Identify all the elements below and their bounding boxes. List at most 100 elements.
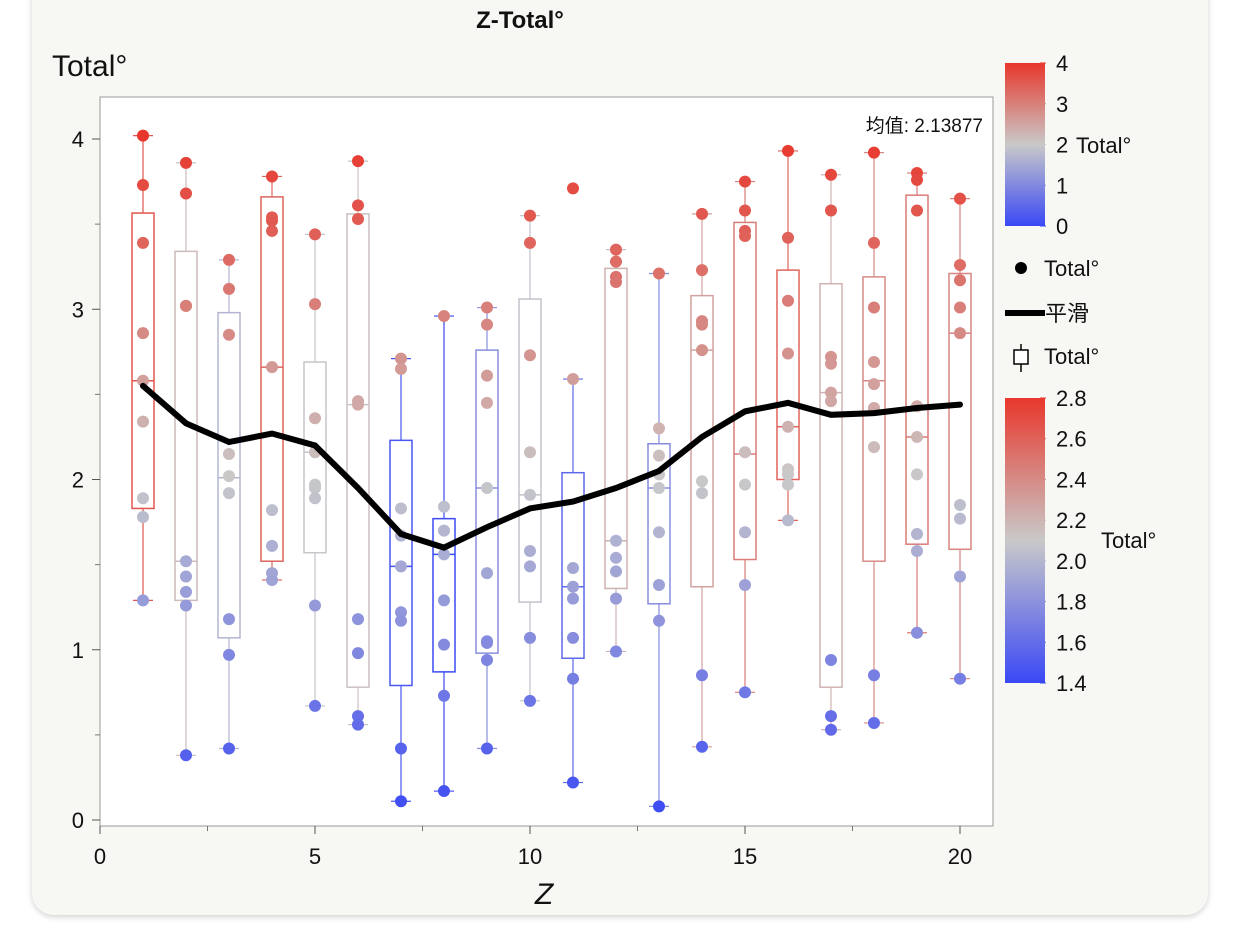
data-point [653,482,665,495]
data-point [266,170,278,183]
data-point [524,545,536,558]
scale-tick-label: 2.6 [1056,427,1087,452]
data-point [524,446,536,459]
data-point [825,357,837,370]
data-point [653,449,665,462]
data-point [653,800,665,813]
data-point [782,468,794,481]
data-point [395,362,407,375]
data-point [825,395,837,408]
y-axis-label: Total° [52,50,127,83]
data-point [180,585,192,598]
data-point [911,626,923,639]
data-point [696,487,708,500]
data-point [395,795,407,808]
data-point [739,175,751,188]
data-point [653,267,665,280]
scale-tick-label: 2.8 [1056,386,1087,411]
data-point [137,129,149,142]
box-iqr [475,349,499,654]
data-point [309,599,321,612]
data-point [782,514,794,527]
data-point [309,228,321,241]
data-point [911,430,923,443]
box-group [733,175,757,699]
x-tick-label: 15 [733,844,757,869]
data-point [524,209,536,222]
box-iqr [604,267,628,590]
data-point [438,689,450,702]
box-iqr [647,442,671,605]
data-point [610,592,622,605]
box-group [690,207,714,753]
data-point [481,301,493,314]
data-point [868,356,880,369]
data-point [567,631,579,644]
data-point [782,420,794,433]
scale-tick-label: 1.4 [1056,671,1087,696]
data-point [180,187,192,200]
box-group [131,129,155,607]
data-point [782,231,794,244]
data-point [137,178,149,191]
color-scale-boxes [1005,398,1045,683]
data-point [524,349,536,362]
box-group [948,192,972,685]
box-iqr [690,294,714,588]
data-point [610,243,622,256]
data-point [352,718,364,731]
box-group [561,182,585,789]
data-point [696,475,708,488]
data-point [137,415,149,428]
data-point [825,386,837,399]
data-point [782,144,794,157]
data-point [954,274,966,287]
scale-tick-label: 2 [1056,133,1068,158]
data-point [223,470,235,483]
data-point [352,647,364,660]
smoother-line [140,382,963,551]
data-point [567,672,579,685]
y-tick-label: 1 [72,638,84,663]
data-point [438,310,450,323]
scale-tick-label: 0 [1056,214,1068,239]
data-point [868,441,880,454]
data-point [395,502,407,515]
data-point [223,282,235,295]
data-point [567,182,579,195]
legend-label-points: Total° [1044,256,1099,281]
data-point [610,645,622,658]
data-point [481,567,493,580]
y-tick-label: 3 [72,297,84,322]
box-group [432,310,456,798]
data-point [911,468,923,481]
box-group [905,167,929,639]
data-point [223,613,235,626]
data-point [825,204,837,217]
data-point [911,527,923,540]
y-tick-label: 0 [72,808,84,833]
data-point [911,545,923,558]
data-point [696,740,708,753]
data-point [524,631,536,644]
scale-tick-label: 1.8 [1056,590,1087,615]
scale-title: Total° [1076,133,1131,158]
legend-box-icon [1013,349,1029,365]
data-point [180,749,192,762]
data-point [438,638,450,651]
y-tick-label: 4 [72,127,84,152]
data-point [739,686,751,699]
data-point [395,614,407,627]
box-iqr [561,471,585,660]
data-point [137,374,149,387]
data-point [567,562,579,575]
data-point [395,742,407,755]
data-point [868,236,880,249]
box-iqr [432,517,456,673]
data-point [653,579,665,592]
data-point [180,299,192,312]
data-point [610,565,622,578]
data-point [696,669,708,682]
box-group [604,243,628,658]
data-point [395,606,407,619]
